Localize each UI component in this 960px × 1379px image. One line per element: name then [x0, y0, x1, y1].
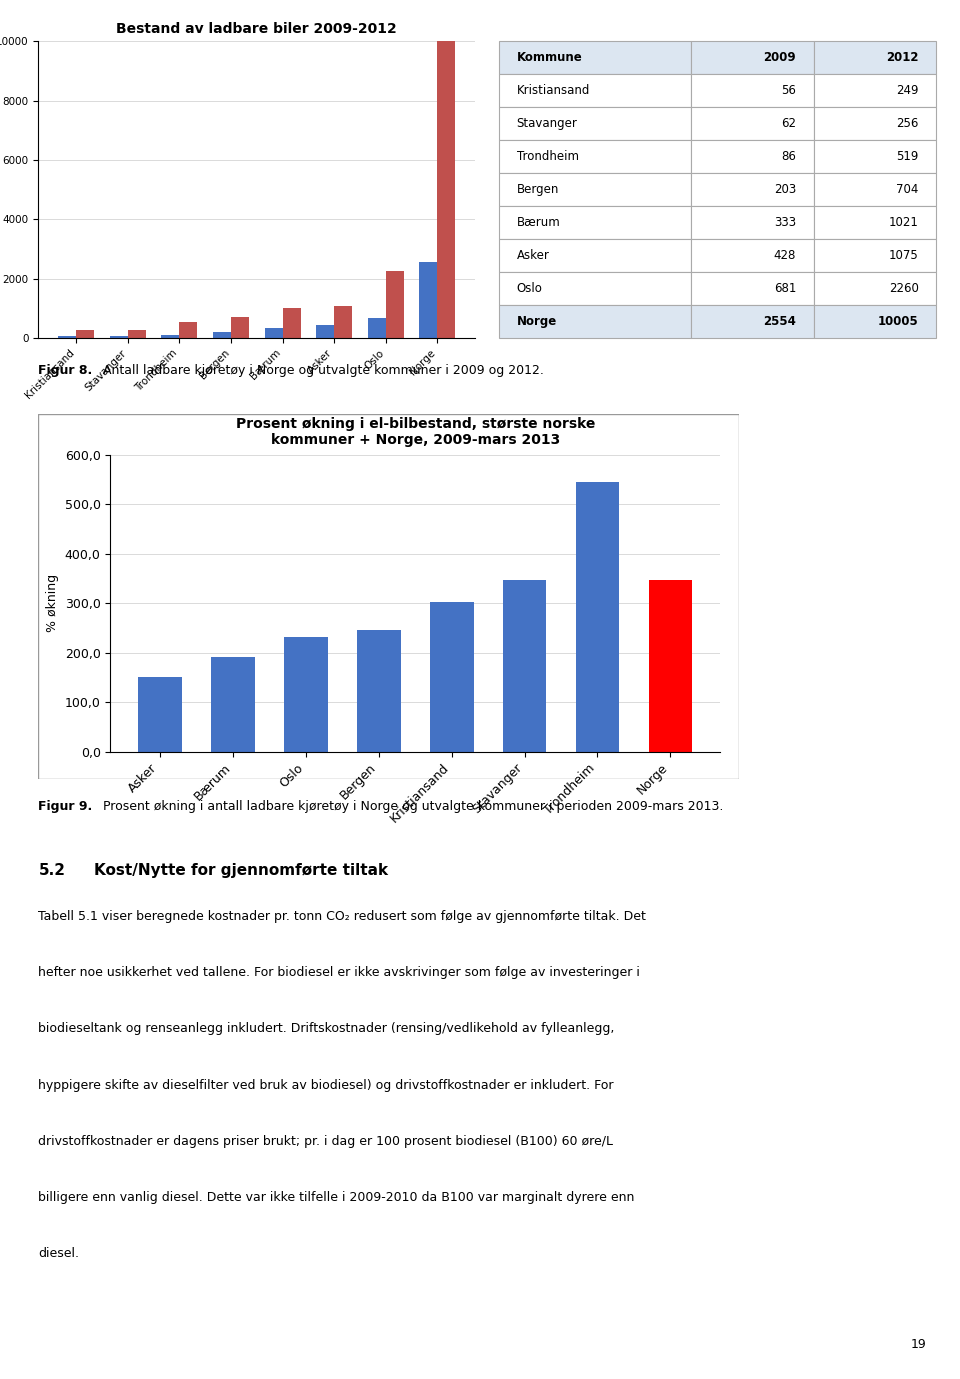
Text: 2012: 2012 — [886, 51, 919, 65]
FancyBboxPatch shape — [499, 41, 691, 74]
Bar — [211, 656, 254, 752]
FancyBboxPatch shape — [691, 74, 814, 108]
FancyBboxPatch shape — [691, 305, 814, 338]
FancyBboxPatch shape — [691, 272, 814, 305]
Text: 519: 519 — [896, 150, 919, 163]
FancyBboxPatch shape — [691, 141, 814, 174]
Bar — [231, 317, 249, 338]
FancyBboxPatch shape — [814, 205, 936, 239]
Text: 2554: 2554 — [763, 314, 796, 328]
Text: drivstoffkostnader er dagens priser brukt; pr. i dag er 100 prosent biodiesel (B: drivstoffkostnader er dagens priser bruk… — [38, 1135, 613, 1147]
Text: Trondheim: Trondheim — [516, 150, 579, 163]
Bar — [180, 323, 198, 338]
Bar — [357, 630, 400, 752]
FancyBboxPatch shape — [499, 305, 691, 338]
Text: 428: 428 — [774, 250, 796, 262]
Text: 203: 203 — [774, 183, 796, 196]
FancyBboxPatch shape — [814, 174, 936, 205]
Text: Kost/Nytte for gjennomførte tiltak: Kost/Nytte for gjennomførte tiltak — [94, 863, 388, 877]
Text: biodieseltank og renseanlegg inkludert. Driftskostnader (rensing/vedlikehold av : biodieseltank og renseanlegg inkludert. … — [38, 1022, 614, 1036]
FancyBboxPatch shape — [499, 272, 691, 305]
Bar — [649, 579, 692, 752]
Bar — [368, 317, 386, 338]
Text: Bærum: Bærum — [516, 217, 561, 229]
Legend: 2009, 2012: 2009, 2012 — [110, 467, 228, 487]
Y-axis label: % økning: % økning — [46, 574, 60, 633]
Bar — [334, 306, 352, 338]
FancyBboxPatch shape — [691, 108, 814, 141]
Title: Prosent økning i el-bilbestand, største norske
kommuner + Norge, 2009-mars 2013: Prosent økning i el-bilbestand, største … — [235, 416, 595, 447]
Bar — [438, 41, 455, 338]
Text: Kommune: Kommune — [516, 51, 583, 65]
FancyBboxPatch shape — [499, 205, 691, 239]
FancyBboxPatch shape — [814, 41, 936, 74]
Text: 333: 333 — [774, 217, 796, 229]
FancyBboxPatch shape — [814, 141, 936, 174]
Text: billigere enn vanlig diesel. Dette var ikke tilfelle i 2009-2010 da B100 var mar: billigere enn vanlig diesel. Dette var i… — [38, 1190, 635, 1204]
Text: 704: 704 — [896, 183, 919, 196]
Text: Antall ladbare kjøretøy i Norge og utvalgte kommuner i 2009 og 2012.: Antall ladbare kjøretøy i Norge og utval… — [99, 364, 544, 376]
FancyBboxPatch shape — [691, 174, 814, 205]
FancyBboxPatch shape — [814, 74, 936, 108]
Bar — [265, 328, 282, 338]
Text: 2260: 2260 — [889, 281, 919, 295]
Text: 86: 86 — [781, 150, 796, 163]
Text: hyppigere skifte av dieselfilter ved bruk av biodiesel) og drivstoffkostnader er: hyppigere skifte av dieselfilter ved bru… — [38, 1078, 613, 1092]
Text: Stavanger: Stavanger — [516, 117, 578, 130]
FancyBboxPatch shape — [499, 239, 691, 272]
Text: 1075: 1075 — [889, 250, 919, 262]
FancyBboxPatch shape — [691, 41, 814, 74]
Bar — [386, 270, 404, 338]
Bar — [316, 325, 334, 338]
Text: diesel.: diesel. — [38, 1247, 80, 1260]
Text: 2009: 2009 — [763, 51, 796, 65]
Bar — [128, 330, 146, 338]
FancyBboxPatch shape — [814, 305, 936, 338]
Text: 62: 62 — [781, 117, 796, 130]
Title: Bestand av ladbare biler 2009-2012: Bestand av ladbare biler 2009-2012 — [116, 22, 397, 36]
Text: Prosent økning i antall ladbare kjøretøy i Norge og utvalgte kommuner i perioden: Prosent økning i antall ladbare kjøretøy… — [99, 800, 724, 814]
FancyBboxPatch shape — [691, 239, 814, 272]
Text: Figur 9.: Figur 9. — [38, 800, 93, 814]
Text: 256: 256 — [896, 117, 919, 130]
FancyBboxPatch shape — [691, 205, 814, 239]
FancyBboxPatch shape — [814, 108, 936, 141]
Text: hefter noe usikkerhet ved tallene. For biodiesel er ikke avskrivinger som følge : hefter noe usikkerhet ved tallene. For b… — [38, 967, 640, 979]
Bar — [282, 308, 300, 338]
Text: 5.2: 5.2 — [38, 863, 65, 877]
Bar — [59, 336, 76, 338]
FancyBboxPatch shape — [499, 174, 691, 205]
Bar — [284, 637, 327, 752]
Bar — [109, 336, 128, 338]
Text: Bergen: Bergen — [516, 183, 559, 196]
Text: Norge: Norge — [516, 314, 557, 328]
Text: Kristiansand: Kristiansand — [516, 84, 590, 98]
Bar — [430, 603, 473, 752]
Bar — [161, 335, 180, 338]
Text: 1021: 1021 — [889, 217, 919, 229]
FancyBboxPatch shape — [814, 272, 936, 305]
Bar — [76, 331, 94, 338]
Text: 19: 19 — [911, 1338, 926, 1351]
Text: 681: 681 — [774, 281, 796, 295]
Bar — [138, 677, 181, 752]
FancyBboxPatch shape — [499, 108, 691, 141]
Text: Figur 8.: Figur 8. — [38, 364, 93, 376]
FancyBboxPatch shape — [814, 239, 936, 272]
FancyBboxPatch shape — [499, 74, 691, 108]
Bar — [576, 483, 619, 752]
Text: 10005: 10005 — [877, 314, 919, 328]
Text: Asker: Asker — [516, 250, 549, 262]
Text: Oslo: Oslo — [516, 281, 542, 295]
Bar — [503, 581, 546, 752]
Bar — [213, 332, 231, 338]
Text: 249: 249 — [896, 84, 919, 98]
Bar — [420, 262, 438, 338]
Text: Tabell 5.1 viser beregnede kostnader pr. tonn CO₂ redusert som følge av gjennomf: Tabell 5.1 viser beregnede kostnader pr.… — [38, 910, 646, 923]
FancyBboxPatch shape — [499, 141, 691, 174]
Text: 56: 56 — [781, 84, 796, 98]
